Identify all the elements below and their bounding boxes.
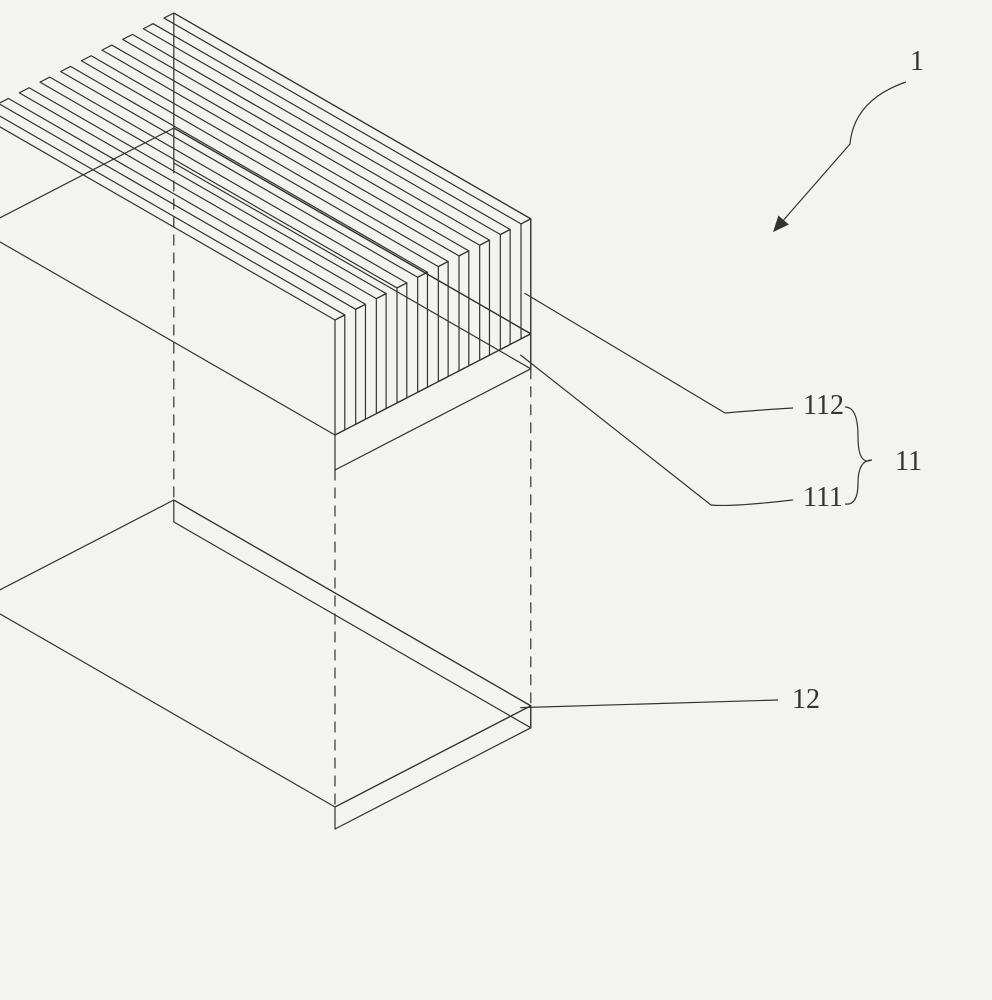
background bbox=[0, 0, 992, 1000]
label-subassembly: 11 bbox=[895, 446, 922, 477]
diagram-canvas: 11111211112 bbox=[0, 0, 992, 1000]
label-fins: 112 bbox=[803, 390, 844, 421]
label-base: 111 bbox=[803, 482, 843, 513]
label-plate: 12 bbox=[792, 684, 820, 715]
label-assembly: 1 bbox=[910, 46, 924, 77]
